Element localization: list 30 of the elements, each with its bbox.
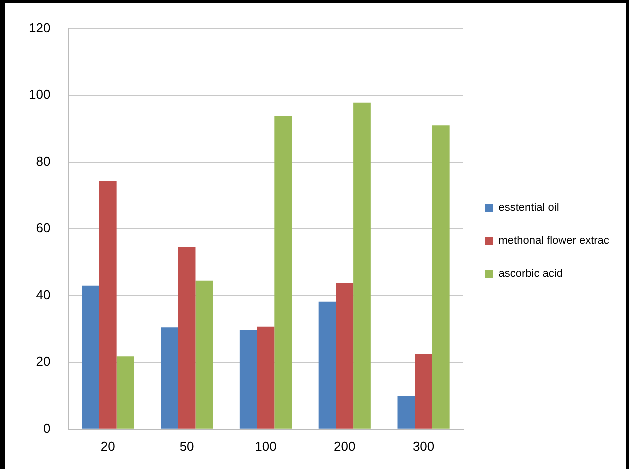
bar (398, 396, 416, 429)
bar (99, 181, 117, 429)
y-tick-label: 20 (36, 354, 51, 370)
legend-label: ascorbic acid (498, 268, 563, 280)
x-tick-label: 100 (255, 438, 277, 454)
x-tick-label: 20 (100, 438, 116, 454)
bar (196, 280, 214, 429)
y-tick-label: 40 (36, 287, 51, 302)
bar (116, 356, 134, 429)
bar (318, 302, 336, 429)
bar (257, 326, 275, 429)
x-tick-label: 300 (412, 438, 435, 454)
bar (354, 102, 371, 429)
x-tick-label: 200 (334, 438, 356, 454)
y-tick-label: 0 (43, 420, 51, 436)
bar (432, 126, 450, 429)
bar (178, 247, 196, 429)
bar (240, 330, 258, 429)
x-tick-label: 50 (180, 438, 194, 454)
y-tick-label: 60 (36, 220, 51, 236)
bar (274, 116, 292, 429)
y-tick-label: 80 (36, 154, 51, 169)
legend-label: methonal flower extrac (498, 235, 610, 248)
bar (415, 354, 432, 429)
legend-label: esstential oil (498, 202, 560, 214)
y-tick-label: 120 (28, 20, 51, 36)
bar (82, 286, 100, 429)
bar (161, 328, 178, 429)
y-tick-label: 100 (28, 87, 51, 102)
bar (336, 283, 354, 429)
